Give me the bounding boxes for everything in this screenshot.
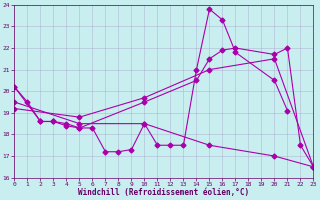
X-axis label: Windchill (Refroidissement éolien,°C): Windchill (Refroidissement éolien,°C) [78, 188, 250, 197]
